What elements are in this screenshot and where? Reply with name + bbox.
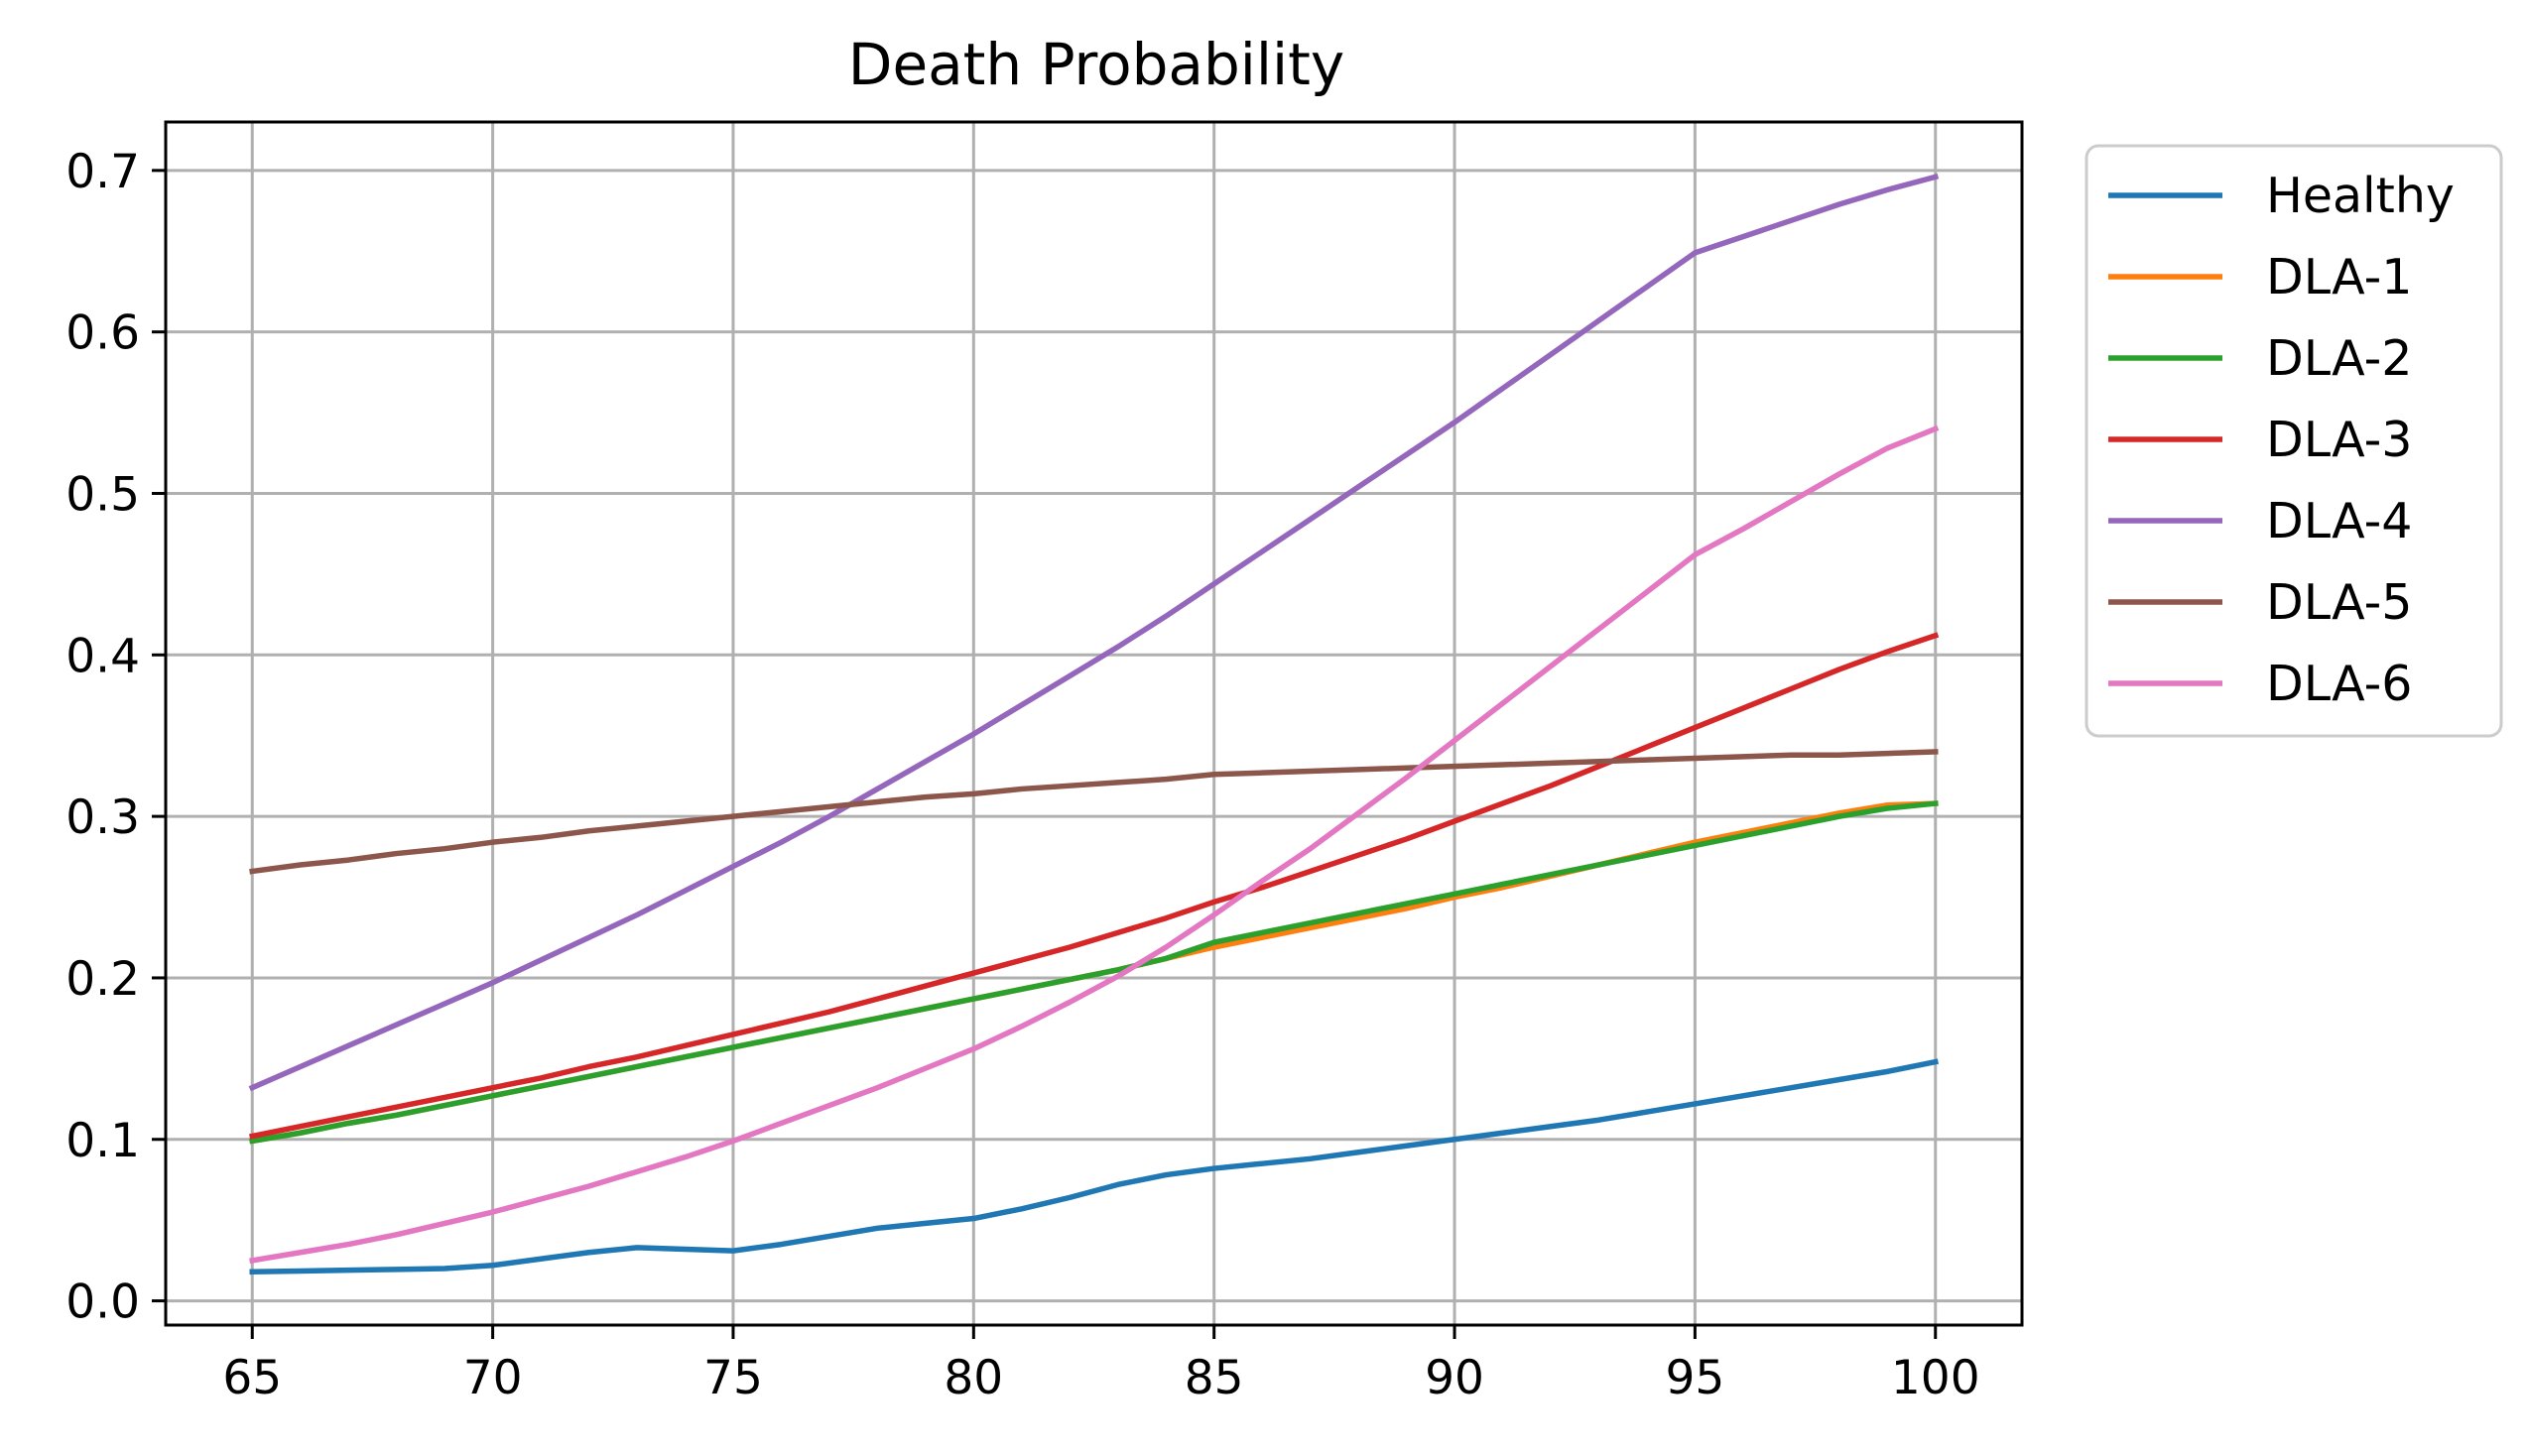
legend-label: DLA-2 <box>2266 330 2412 387</box>
x-axis: 65 70 75 80 85 90 95 100 <box>222 1325 1980 1405</box>
legend-box <box>2085 144 2503 738</box>
legend-item-healthy: Healthy <box>2108 168 2455 224</box>
legend-items: Healthy DLA-1 DLA-2 DLA-3 DLA-4 DLA-5 DLA-6 <box>2108 168 2455 712</box>
x-tick-label: 90 <box>1425 1351 1484 1405</box>
legend-label: DLA-5 <box>2266 574 2412 631</box>
legend-item-dla-6: DLA-6 <box>2108 656 2412 712</box>
series-lines <box>248 173 1940 1275</box>
y-tick-label: 0.0 <box>65 1275 140 1330</box>
legend-item-dla-1: DLA-1 <box>2108 249 2412 305</box>
chart-title: Death Probability <box>848 31 1344 98</box>
y-tick-label: 0.3 <box>65 790 140 845</box>
series-line-dla-4 <box>248 173 1940 1092</box>
series-line-healthy <box>249 1058 1939 1275</box>
legend-label: Healthy <box>2266 168 2455 224</box>
legend-label: DLA-1 <box>2266 249 2412 305</box>
y-tick-label: 0.7 <box>65 145 140 199</box>
series-line-dla-2 <box>249 800 1939 1145</box>
y-tick-label: 0.2 <box>65 952 140 1007</box>
legend-label: DLA-6 <box>2266 656 2412 712</box>
series-line-dla-5 <box>249 749 1939 875</box>
series-line-dla-3 <box>249 632 1940 1140</box>
y-tick-label: 0.1 <box>65 1114 140 1168</box>
plot-frame <box>164 120 2024 1327</box>
x-tick-label: 70 <box>463 1351 523 1405</box>
y-axis: 0.0 0.1 0.2 0.3 0.4 0.5 0.6 0.7 <box>65 145 166 1330</box>
y-tick-label: 0.4 <box>65 629 140 683</box>
chart-legend: Healthy DLA-1 DLA-2 DLA-3 DLA-4 DLA-5 DLA-6 <box>2085 144 2503 738</box>
x-tick-label: 100 <box>1891 1351 1980 1405</box>
x-tick-label: 80 <box>944 1351 1003 1405</box>
x-tick-label: 65 <box>222 1351 282 1405</box>
legend-label: DLA-4 <box>2266 493 2412 549</box>
y-tick-label: 0.6 <box>65 306 140 361</box>
y-tick-label: 0.5 <box>65 467 140 522</box>
legend-item-dla-2: DLA-2 <box>2108 330 2412 387</box>
grid-lines <box>166 122 2022 1325</box>
x-tick-label: 95 <box>1665 1351 1724 1405</box>
x-tick-label: 75 <box>703 1351 763 1405</box>
series-line-dla-6 <box>249 425 1940 1265</box>
legend-item-dla-5: DLA-5 <box>2108 574 2412 631</box>
x-tick-label: 85 <box>1185 1351 1244 1405</box>
plot-area <box>166 122 2022 1325</box>
legend-item-dla-4: DLA-4 <box>2108 493 2412 549</box>
legend-label: DLA-3 <box>2266 412 2412 468</box>
legend-item-dla-3: DLA-3 <box>2108 412 2412 468</box>
